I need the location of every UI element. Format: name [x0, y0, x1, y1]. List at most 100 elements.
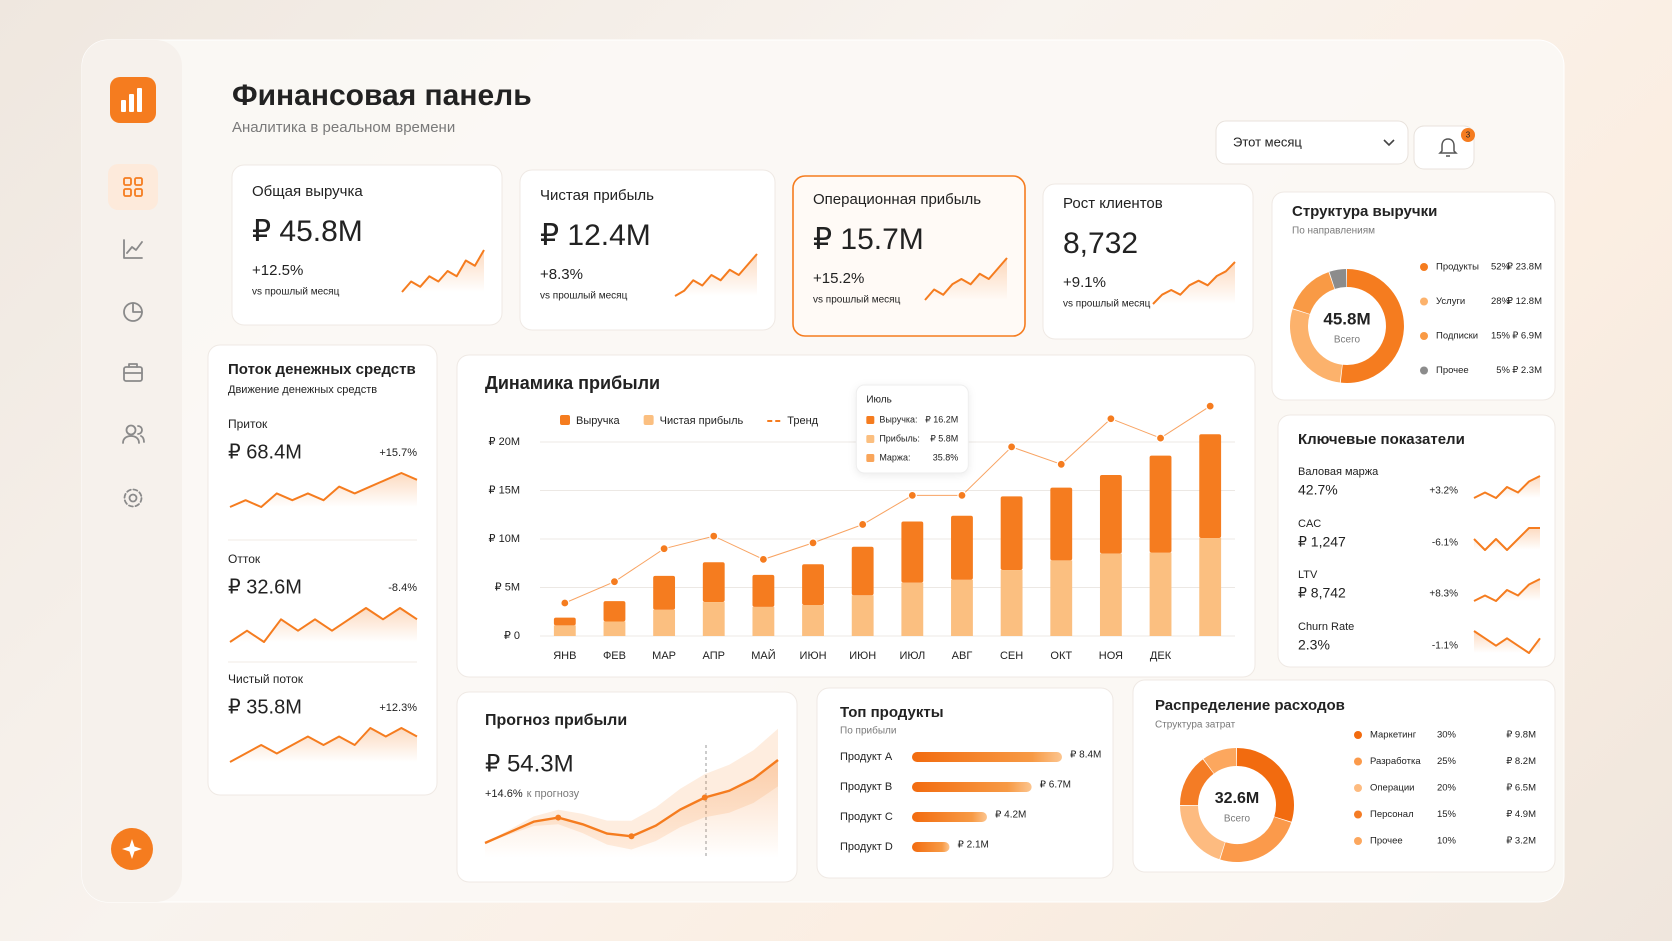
sparkline — [229, 607, 418, 643]
nav-portfolio[interactable] — [123, 363, 143, 382]
flow-label: Чистый поток — [228, 672, 304, 686]
sidebar — [82, 40, 182, 902]
trend-dot — [560, 598, 570, 608]
bar-segment — [1199, 434, 1222, 539]
card-title: Прогноз прибыли — [485, 712, 627, 729]
donut-segment — [1236, 748, 1294, 822]
nav-active-bg — [108, 164, 158, 210]
tooltip-label: Прибыль: — [879, 433, 920, 443]
kpi-change: +12.5% — [252, 262, 303, 279]
key-metrics-card — [1277, 414, 1556, 668]
bar-segment — [752, 606, 775, 636]
kpi-label: Операционная прибыль — [813, 191, 981, 208]
card-title: Топ продукты — [840, 704, 944, 721]
kpi-note: vs прошлый месяц — [1063, 299, 1151, 310]
nav-clients[interactable] — [122, 424, 145, 444]
legend-label: Чистая прибыль — [660, 415, 744, 427]
amount-label: ₽ 2.3M — [1512, 365, 1542, 376]
donut-center-value: 45.8M — [1323, 309, 1370, 328]
nav-reports[interactable] — [123, 302, 143, 322]
sparkline-area — [675, 254, 757, 296]
value-label: ₽ 4.2M — [995, 810, 1026, 821]
amount-label: ₽ 6.9M — [1512, 331, 1542, 342]
sparkline — [1152, 261, 1236, 305]
value-label: 30% — [1437, 730, 1457, 741]
metric-value: 42.7% — [1298, 482, 1338, 498]
y-tick-label: ₽ 5M — [495, 581, 520, 593]
donut-segment — [1220, 816, 1292, 862]
kpi-label: Чистая прибыль — [540, 187, 654, 204]
x-tick-label: СЕН — [1000, 650, 1023, 662]
x-tick-label: ДЕК — [1150, 650, 1172, 662]
notifications-button[interactable] — [1413, 125, 1475, 170]
card-subtitle: Структура затрат — [1155, 720, 1236, 731]
bar — [912, 752, 1062, 762]
legend-dot — [1420, 297, 1428, 306]
x-tick-label: МАР — [652, 650, 676, 662]
bar-segment — [603, 621, 626, 636]
donut-segment — [1290, 309, 1343, 383]
tooltip-swatch — [866, 435, 875, 443]
period-select[interactable] — [1215, 120, 1409, 165]
legend-dot — [1354, 757, 1362, 766]
trend-dot — [659, 544, 669, 554]
bar-segment — [1099, 474, 1122, 554]
bar-segment — [851, 546, 874, 596]
x-tick-label: ИЮН — [800, 650, 827, 662]
card-title: Ключевые показатели — [1298, 431, 1465, 448]
nav-dashboard[interactable] — [123, 177, 143, 197]
metric-value: 2.3% — [1298, 637, 1330, 653]
trend-line — [564, 405, 1211, 604]
x-tick-label: ФЕВ — [603, 650, 626, 662]
amount-label: ₽ 8.2M — [1506, 756, 1536, 767]
nav-settings[interactable] — [123, 488, 143, 508]
bar-segment — [951, 515, 973, 580]
expenses-card — [1132, 679, 1556, 873]
amount-label: ₽ 4.9M — [1506, 809, 1536, 820]
value-label: 5% — [1496, 365, 1510, 376]
legend-label: Операции — [1370, 783, 1414, 794]
legend-label: Персонал — [1370, 809, 1414, 820]
trend-dot — [609, 577, 620, 587]
sparkline — [674, 253, 758, 297]
legend-dot — [1354, 810, 1362, 819]
bar-segment — [702, 602, 725, 636]
metric-value: ₽ 8,742 — [1298, 585, 1346, 601]
donut-segment — [1180, 805, 1226, 860]
value-label: 28% — [1491, 296, 1511, 307]
nav-analytics[interactable] — [123, 239, 143, 259]
bar-segment — [951, 579, 973, 636]
bar-segment — [553, 625, 576, 636]
bar-segment — [603, 601, 626, 622]
card-title: Структура выручки — [1292, 203, 1437, 220]
sparkline — [924, 257, 1008, 301]
bar-segment — [653, 575, 676, 610]
forecast-dot — [555, 814, 562, 821]
metric-label: Валовая маржа — [1298, 466, 1379, 478]
legend-label: Выручка — [576, 415, 621, 427]
trend-dot — [1155, 433, 1166, 443]
metric-change: +8.3% — [1429, 589, 1458, 600]
flow-value: ₽ 68.4M — [228, 441, 302, 463]
tooltip-title: Июль — [866, 395, 892, 406]
legend-dot — [1420, 366, 1428, 375]
tooltip-value: 35.8% — [933, 452, 959, 462]
bar-segment — [901, 521, 924, 583]
value-label: 15% — [1437, 809, 1457, 820]
trend-dot — [957, 490, 967, 500]
flow-label: Приток — [228, 417, 268, 431]
trend-dot — [1056, 459, 1066, 469]
y-tick-label: ₽ 10M — [489, 533, 520, 545]
bar-segment — [1000, 570, 1023, 636]
value-label: 20% — [1437, 783, 1457, 794]
legend-label: Прочее — [1436, 365, 1469, 376]
bar-label: Продукт B — [840, 781, 892, 793]
sparkline — [1473, 630, 1541, 654]
value-label: ₽ 8.4M — [1070, 750, 1101, 761]
tooltip-swatch — [866, 416, 875, 424]
bar-segment — [802, 564, 824, 605]
sparkline-area — [1474, 631, 1540, 653]
trend-dot — [1106, 414, 1116, 424]
sparkline-area — [402, 250, 484, 292]
